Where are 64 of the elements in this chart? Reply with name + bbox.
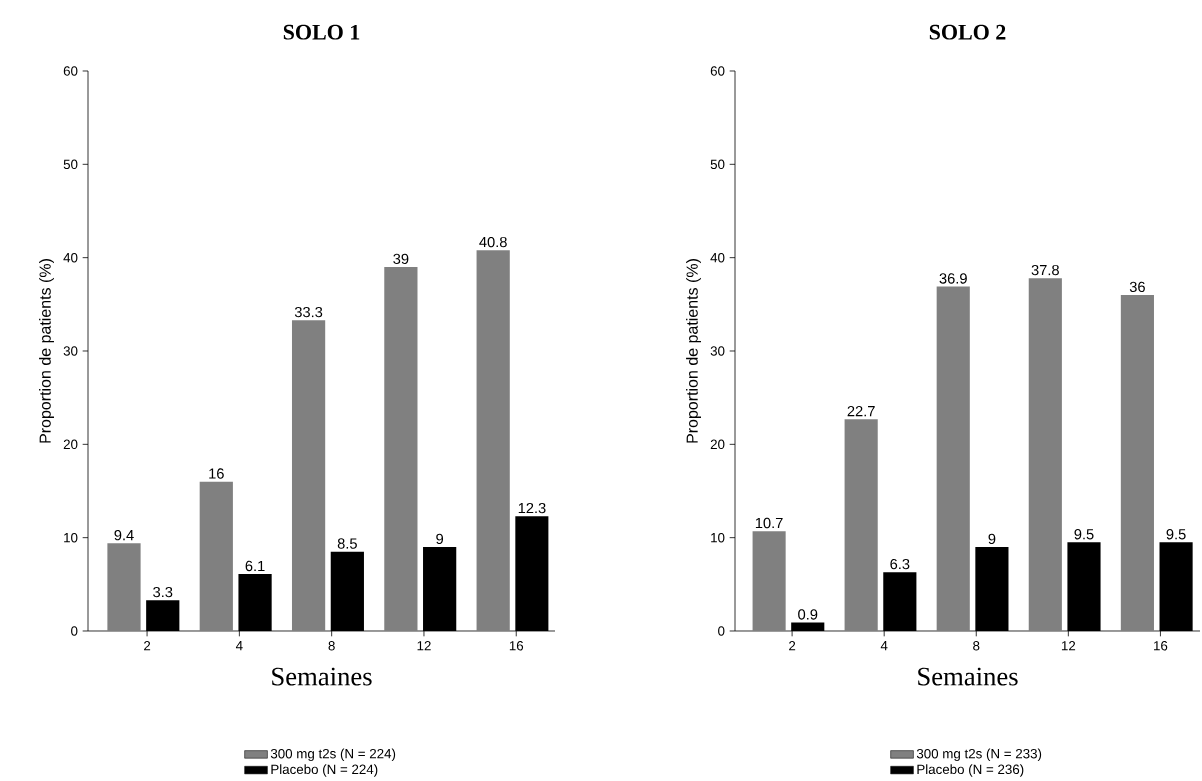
chart-title: SOLO 2 <box>929 24 1006 40</box>
bar <box>752 531 786 631</box>
data-label: 9 <box>988 533 996 544</box>
data-label: 9.5 <box>1074 528 1094 540</box>
y-tick-label: 20 <box>710 439 725 449</box>
y-tick-label: 30 <box>710 346 725 356</box>
bar <box>291 320 326 631</box>
data-label: 9.4 <box>114 529 134 541</box>
bar <box>199 481 233 631</box>
y-tick-label: 10 <box>64 532 78 543</box>
x-tick-label: 2 <box>789 640 796 651</box>
y-axis-title: Proportion de patients (%) <box>39 258 54 443</box>
data-label: 6.3 <box>890 558 910 570</box>
data-label: 39 <box>393 253 409 264</box>
y-tick-label: 40 <box>710 252 725 263</box>
x-axis-title: Semaines <box>272 667 372 686</box>
data-label: 3.3 <box>153 586 173 598</box>
y-tick-label: 20 <box>63 439 78 449</box>
x-tick-label: 4 <box>880 640 888 651</box>
bar <box>107 543 141 631</box>
data-label: 22.7 <box>847 405 875 417</box>
x-tick-label: 8 <box>328 640 335 651</box>
bar <box>936 286 970 631</box>
bar <box>476 250 510 631</box>
y-tick-label: 30 <box>63 346 78 356</box>
bar <box>844 419 878 631</box>
legend-label: Placebo (N = 236) <box>917 764 1024 777</box>
x-tick-label: 12 <box>417 640 431 651</box>
legend-label: Placebo (N = 224) <box>271 764 378 777</box>
bar <box>1120 294 1154 631</box>
data-label: 40.8 <box>479 236 507 248</box>
x-axis-title: Semaines <box>918 667 1018 686</box>
data-label: 0.9 <box>798 609 818 620</box>
data-label: 8.5 <box>337 538 357 549</box>
data-label: 9 <box>436 533 444 544</box>
data-label: 12.3 <box>518 502 546 514</box>
y-axis-title: Proportion de patients (%) <box>686 258 701 443</box>
legend-label: 300 mg t2s (N = 224) <box>270 748 396 761</box>
y-tick-label: 0 <box>718 626 725 636</box>
x-tick-label: 16 <box>509 640 524 651</box>
chart-title: SOLO 1 <box>283 24 360 40</box>
data-label: 9.5 <box>1166 528 1186 540</box>
data-label: 37.8 <box>1031 264 1059 276</box>
x-tick-label: 4 <box>235 640 243 651</box>
x-tick-label: 2 <box>144 640 151 651</box>
y-tick-label: 60 <box>63 66 78 76</box>
data-label: 10.7 <box>755 517 783 529</box>
y-tick-label: 40 <box>63 252 78 263</box>
y-tick-label: 50 <box>710 159 725 169</box>
bar <box>384 266 418 631</box>
data-label: 36 <box>1129 281 1145 292</box>
x-tick-label: 16 <box>1154 640 1168 651</box>
y-tick-label: 60 <box>710 66 725 76</box>
y-tick-label: 10 <box>711 532 725 543</box>
y-tick-label: 0 <box>71 626 78 636</box>
bar <box>1028 278 1062 631</box>
data-label: 36.9 <box>939 273 967 284</box>
legend-label: 300 mg t2s (N = 233) <box>916 748 1042 761</box>
data-label: 33.3 <box>294 306 323 318</box>
data-label: 16 <box>209 468 224 479</box>
y-tick-label: 50 <box>63 159 78 169</box>
x-tick-label: 8 <box>973 640 980 651</box>
data-label: 6.1 <box>245 560 265 572</box>
x-tick-label: 12 <box>1061 640 1076 651</box>
